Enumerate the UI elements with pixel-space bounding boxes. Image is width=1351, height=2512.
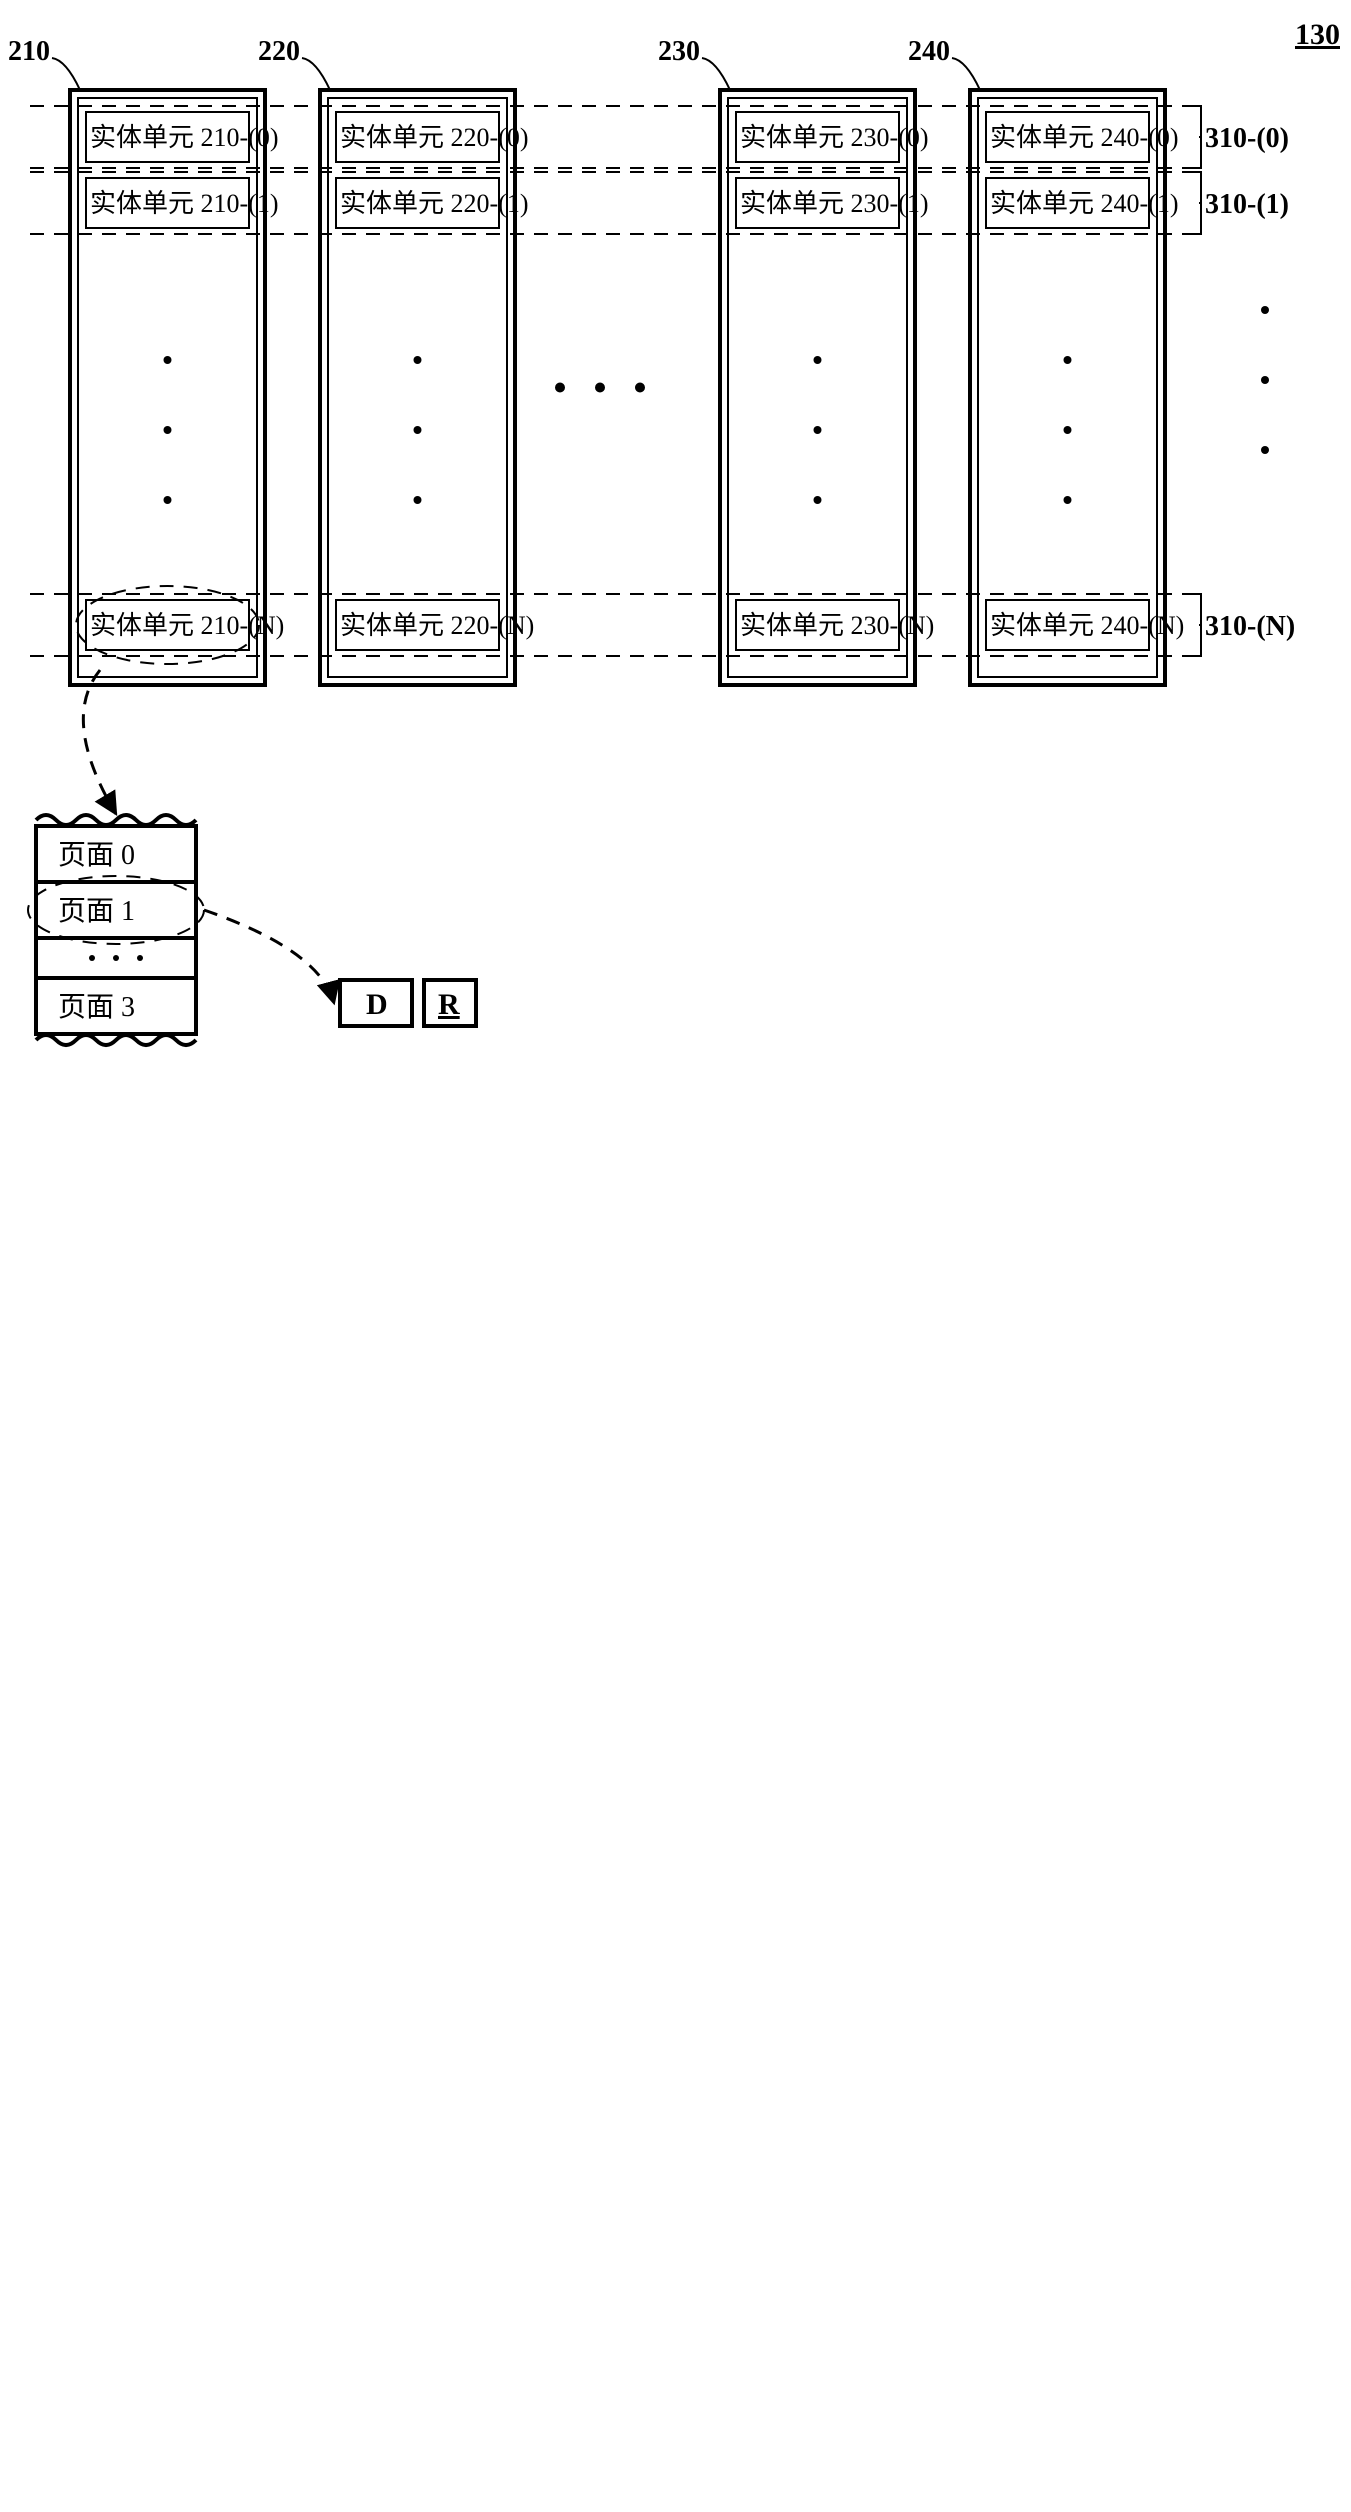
module-label: 230 — [658, 36, 700, 67]
module-outer — [70, 90, 265, 685]
channel-label: 310-(1) — [1205, 189, 1289, 220]
unit-label: 实体单元 220-(1) — [340, 189, 528, 218]
vdots — [164, 496, 172, 504]
module-outer — [720, 90, 915, 685]
dr-r: R — [438, 988, 460, 1021]
channel-vdots — [1261, 376, 1269, 384]
vdots — [814, 426, 822, 434]
page-label: 页面 3 — [58, 992, 135, 1023]
unit-label: 实体单元 230-(1) — [740, 189, 928, 218]
module-outer — [970, 90, 1165, 685]
vdots — [814, 496, 822, 504]
hdots — [555, 383, 565, 393]
callout-arrow-1 — [83, 670, 116, 814]
callout-arrow-2 — [204, 910, 334, 1003]
vdots — [414, 356, 422, 364]
page-label: 页面 1 — [58, 896, 135, 927]
vdots — [414, 426, 422, 434]
label-lead — [702, 58, 730, 90]
channel-vdots — [1261, 306, 1269, 314]
label-lead — [52, 58, 80, 90]
label-lead — [302, 58, 330, 90]
dr-d: D — [366, 988, 388, 1021]
unit-label: 实体单元 220-(N) — [340, 611, 534, 640]
unit-label: 实体单元 210-(1) — [90, 189, 278, 218]
unit-label: 实体单元 230-(0) — [740, 123, 928, 152]
hdots — [595, 383, 605, 393]
vdots — [1064, 496, 1072, 504]
channel-label: 310-(N) — [1205, 611, 1295, 642]
channel-vdots — [1261, 446, 1269, 454]
unit-label: 实体单元 230-(N) — [740, 611, 934, 640]
label-lead — [952, 58, 980, 90]
unit-label: 实体单元 240-(N) — [990, 611, 1184, 640]
unit-label: 实体单元 240-(1) — [990, 189, 1178, 218]
vdots — [1064, 356, 1072, 364]
channel-label: 310-(0) — [1205, 123, 1289, 154]
module-inner-frame — [78, 98, 257, 677]
unit-label: 实体单元 240-(0) — [990, 123, 1178, 152]
pages-top-tear — [36, 815, 196, 825]
diagram: 130210实体单元 210-(0)实体单元 210-(1)实体单元 210-(… — [0, 0, 1351, 1100]
figure-ref: 130 — [1295, 18, 1340, 51]
vdots — [814, 356, 822, 364]
module-label: 210 — [8, 36, 50, 67]
vdots — [164, 426, 172, 434]
hdots — [635, 383, 645, 393]
unit-label: 实体单元 220-(0) — [340, 123, 528, 152]
vdots — [414, 496, 422, 504]
page-label: 页面 0 — [58, 840, 135, 871]
module-inner-frame — [978, 98, 1157, 677]
module-outer — [320, 90, 515, 685]
unit-label: 实体单元 210-(0) — [90, 123, 278, 152]
vdots — [1064, 426, 1072, 434]
pages-bot-tear — [36, 1035, 196, 1045]
module-label: 240 — [908, 36, 950, 67]
module-inner-frame — [328, 98, 507, 677]
module-label: 220 — [258, 36, 300, 67]
vdots — [164, 356, 172, 364]
module-inner-frame — [728, 98, 907, 677]
